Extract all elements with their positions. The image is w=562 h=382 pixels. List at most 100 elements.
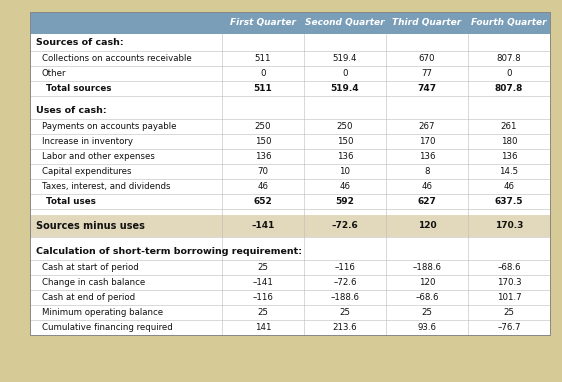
Text: –68.6: –68.6	[415, 293, 439, 302]
Text: 25: 25	[422, 308, 433, 317]
Bar	[30, 134, 550, 149]
Text: 170: 170	[419, 137, 435, 146]
Text: 136: 136	[419, 152, 435, 161]
Text: –68.6: –68.6	[497, 263, 521, 272]
Text: –76.7: –76.7	[497, 323, 521, 332]
Text: Fourth Quarter: Fourth Quarter	[471, 18, 547, 28]
Text: 0: 0	[506, 69, 512, 78]
Bar	[30, 209, 550, 215]
Text: 267: 267	[419, 122, 435, 131]
Text: 519.4: 519.4	[330, 84, 359, 93]
Text: 150: 150	[255, 137, 271, 146]
Text: Total uses: Total uses	[46, 197, 96, 206]
Text: Cash at start of period: Cash at start of period	[42, 263, 139, 272]
Text: 46: 46	[257, 182, 269, 191]
Bar	[30, 237, 550, 243]
Bar	[30, 66, 550, 81]
Bar	[30, 305, 550, 320]
Text: Cumulative financing required: Cumulative financing required	[42, 323, 173, 332]
Text: 25: 25	[257, 263, 269, 272]
Text: Change in cash balance: Change in cash balance	[42, 278, 145, 287]
Text: 637.5: 637.5	[495, 197, 523, 206]
Text: 25: 25	[257, 308, 269, 317]
Text: –116: –116	[252, 293, 274, 302]
Text: 519.4: 519.4	[333, 54, 357, 63]
Text: 136: 136	[501, 152, 517, 161]
Text: Increase in inventory: Increase in inventory	[42, 137, 133, 146]
Text: First Quarter: First Quarter	[230, 18, 296, 28]
Text: Third Quarter: Third Quarter	[392, 18, 461, 28]
Bar	[30, 290, 550, 305]
Text: 180: 180	[501, 137, 517, 146]
Text: 592: 592	[336, 197, 355, 206]
Text: 46: 46	[504, 182, 514, 191]
Bar	[30, 320, 550, 335]
Text: 10: 10	[339, 167, 351, 176]
Text: 46: 46	[339, 182, 351, 191]
Text: –188.6: –188.6	[413, 263, 442, 272]
Text: 136: 136	[255, 152, 271, 161]
Text: 170.3: 170.3	[497, 278, 522, 287]
Text: Sources of cash:: Sources of cash:	[36, 38, 124, 47]
Text: 141: 141	[255, 323, 271, 332]
Text: 747: 747	[418, 84, 437, 93]
Text: –72.6: –72.6	[332, 222, 359, 230]
Text: 0: 0	[260, 69, 266, 78]
Text: 652: 652	[253, 197, 273, 206]
Bar	[30, 215, 550, 237]
Text: Minimum operating balance: Minimum operating balance	[42, 308, 163, 317]
Text: Labor and other expenses: Labor and other expenses	[42, 152, 155, 161]
Text: 14.5: 14.5	[500, 167, 519, 176]
Text: 807.8: 807.8	[495, 84, 523, 93]
Bar	[30, 243, 550, 260]
Text: 70: 70	[257, 167, 269, 176]
Text: 77: 77	[422, 69, 433, 78]
Bar	[30, 275, 550, 290]
Text: 8: 8	[424, 167, 430, 176]
Text: 136: 136	[337, 152, 353, 161]
Text: 25: 25	[504, 308, 514, 317]
Text: –141: –141	[252, 278, 274, 287]
Text: 101.7: 101.7	[497, 293, 522, 302]
Text: 261: 261	[501, 122, 517, 131]
Text: Other: Other	[42, 69, 66, 78]
Text: 250: 250	[337, 122, 353, 131]
Text: Second Quarter: Second Quarter	[305, 18, 385, 28]
Text: 627: 627	[418, 197, 437, 206]
Text: 25: 25	[339, 308, 351, 317]
Text: 46: 46	[422, 182, 433, 191]
Text: Capital expenditures: Capital expenditures	[42, 167, 132, 176]
Text: –72.6: –72.6	[333, 278, 357, 287]
Text: 807.8: 807.8	[497, 54, 522, 63]
Text: Total sources: Total sources	[46, 84, 111, 93]
Text: 0: 0	[342, 69, 348, 78]
Bar	[30, 34, 550, 51]
Text: Collections on accounts receivable: Collections on accounts receivable	[42, 54, 192, 63]
Text: 120: 120	[418, 222, 436, 230]
Bar	[30, 149, 550, 164]
Bar	[30, 12, 550, 335]
Bar	[30, 119, 550, 134]
Bar	[30, 81, 550, 96]
Text: Calculation of short-term borrowing requirement:: Calculation of short-term borrowing requ…	[36, 247, 302, 256]
Text: 93.6: 93.6	[418, 323, 437, 332]
Bar	[30, 179, 550, 194]
Text: Cash at end of period: Cash at end of period	[42, 293, 135, 302]
Text: 120: 120	[419, 278, 435, 287]
Text: Uses of cash:: Uses of cash:	[36, 106, 107, 115]
Text: Payments on accounts payable: Payments on accounts payable	[42, 122, 176, 131]
Bar	[30, 164, 550, 179]
Text: 213.6: 213.6	[333, 323, 357, 332]
Text: 670: 670	[419, 54, 435, 63]
Text: Sources minus uses: Sources minus uses	[36, 221, 145, 231]
Text: –116: –116	[334, 263, 355, 272]
Text: 511: 511	[253, 84, 273, 93]
Text: 511: 511	[255, 54, 271, 63]
Bar	[30, 12, 550, 34]
Text: –141: –141	[251, 222, 275, 230]
Text: 170.3: 170.3	[495, 222, 523, 230]
Text: –188.6: –188.6	[330, 293, 360, 302]
Bar	[30, 12, 550, 335]
Text: Taxes, interest, and dividends: Taxes, interest, and dividends	[42, 182, 170, 191]
Text: 150: 150	[337, 137, 353, 146]
